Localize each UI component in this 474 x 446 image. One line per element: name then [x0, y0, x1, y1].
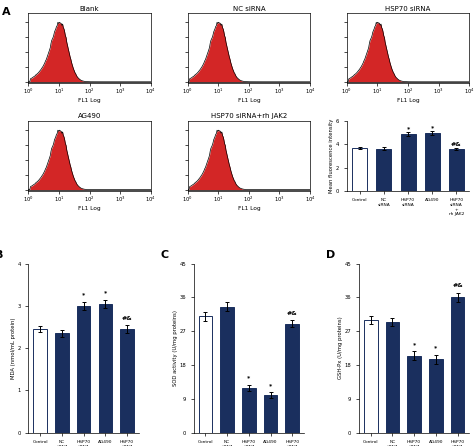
Bar — [220, 307, 234, 433]
Text: *: * — [82, 293, 85, 297]
Text: A: A — [2, 7, 11, 17]
X-axis label: FL1 Log: FL1 Log — [237, 206, 260, 211]
Text: #&: #& — [121, 316, 132, 321]
Bar — [449, 149, 464, 191]
Y-axis label: MDA (nmol/mL protein): MDA (nmol/mL protein) — [11, 318, 16, 379]
Y-axis label: SOD activity (U/mg proteins): SOD activity (U/mg proteins) — [173, 310, 178, 386]
Bar — [401, 134, 416, 191]
Bar — [376, 149, 392, 191]
Bar — [55, 333, 69, 433]
Title: AG490: AG490 — [78, 113, 101, 120]
Bar — [352, 148, 367, 191]
Bar — [199, 316, 212, 433]
Text: #&: #& — [451, 142, 462, 147]
Title: Blank: Blank — [80, 6, 100, 12]
Bar — [386, 322, 399, 433]
Title: HSP70 siRNA+rh JAK2: HSP70 siRNA+rh JAK2 — [211, 113, 287, 120]
Title: NC siRNA: NC siRNA — [233, 6, 265, 12]
Y-axis label: GSH-Px (U/mg proteins): GSH-Px (U/mg proteins) — [338, 317, 343, 380]
Text: *: * — [269, 383, 272, 388]
Text: *: * — [104, 290, 107, 295]
Y-axis label: Mean fluorescence intensity: Mean fluorescence intensity — [329, 119, 335, 193]
Bar — [264, 395, 277, 433]
Text: *: * — [406, 126, 410, 131]
Bar — [77, 306, 90, 433]
X-axis label: FL1 Log: FL1 Log — [78, 206, 101, 211]
X-axis label: FL1 Log: FL1 Log — [78, 98, 101, 103]
Bar — [429, 359, 443, 433]
Text: D: D — [326, 250, 335, 260]
Bar — [34, 329, 47, 433]
Text: B: B — [0, 250, 4, 260]
Text: #&: #& — [452, 283, 463, 288]
Bar — [425, 133, 439, 191]
Bar — [285, 324, 299, 433]
Title: HSP70 siRNA: HSP70 siRNA — [385, 6, 431, 12]
Bar — [242, 388, 255, 433]
X-axis label: FL1 Log: FL1 Log — [237, 98, 260, 103]
Bar — [120, 329, 134, 433]
Text: *: * — [412, 342, 416, 347]
Bar — [408, 355, 421, 433]
Bar — [451, 297, 464, 433]
Bar — [364, 320, 377, 433]
Text: *: * — [434, 346, 438, 351]
Text: C: C — [161, 250, 169, 260]
Bar — [99, 304, 112, 433]
Text: #&: #& — [287, 311, 298, 316]
Text: *: * — [430, 125, 434, 130]
Text: *: * — [247, 376, 250, 380]
X-axis label: FL1 Log: FL1 Log — [397, 98, 419, 103]
